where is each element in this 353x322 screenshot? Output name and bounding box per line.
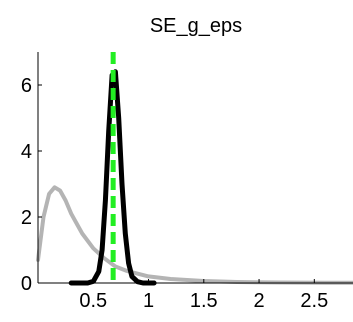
x-tick-label: 0.5 (79, 290, 107, 312)
chart-title: SE_g_eps (150, 15, 242, 37)
y-tick-label: 4 (21, 141, 32, 163)
x-tick-label: 2.5 (300, 290, 328, 312)
x-tick-label: 1.5 (190, 290, 218, 312)
x-tick-label: 1 (143, 290, 154, 312)
y-tick-label: 0 (21, 273, 32, 295)
chart-marks (36, 52, 353, 286)
x-tick-label: 2 (253, 290, 264, 312)
axes: 0 2 4 6 0.5 1 1.5 2 2.5 (21, 52, 353, 312)
y-tick-label: 6 (21, 75, 32, 97)
y-tick-label: 2 (21, 207, 32, 229)
series-line-prior (36, 185, 353, 285)
